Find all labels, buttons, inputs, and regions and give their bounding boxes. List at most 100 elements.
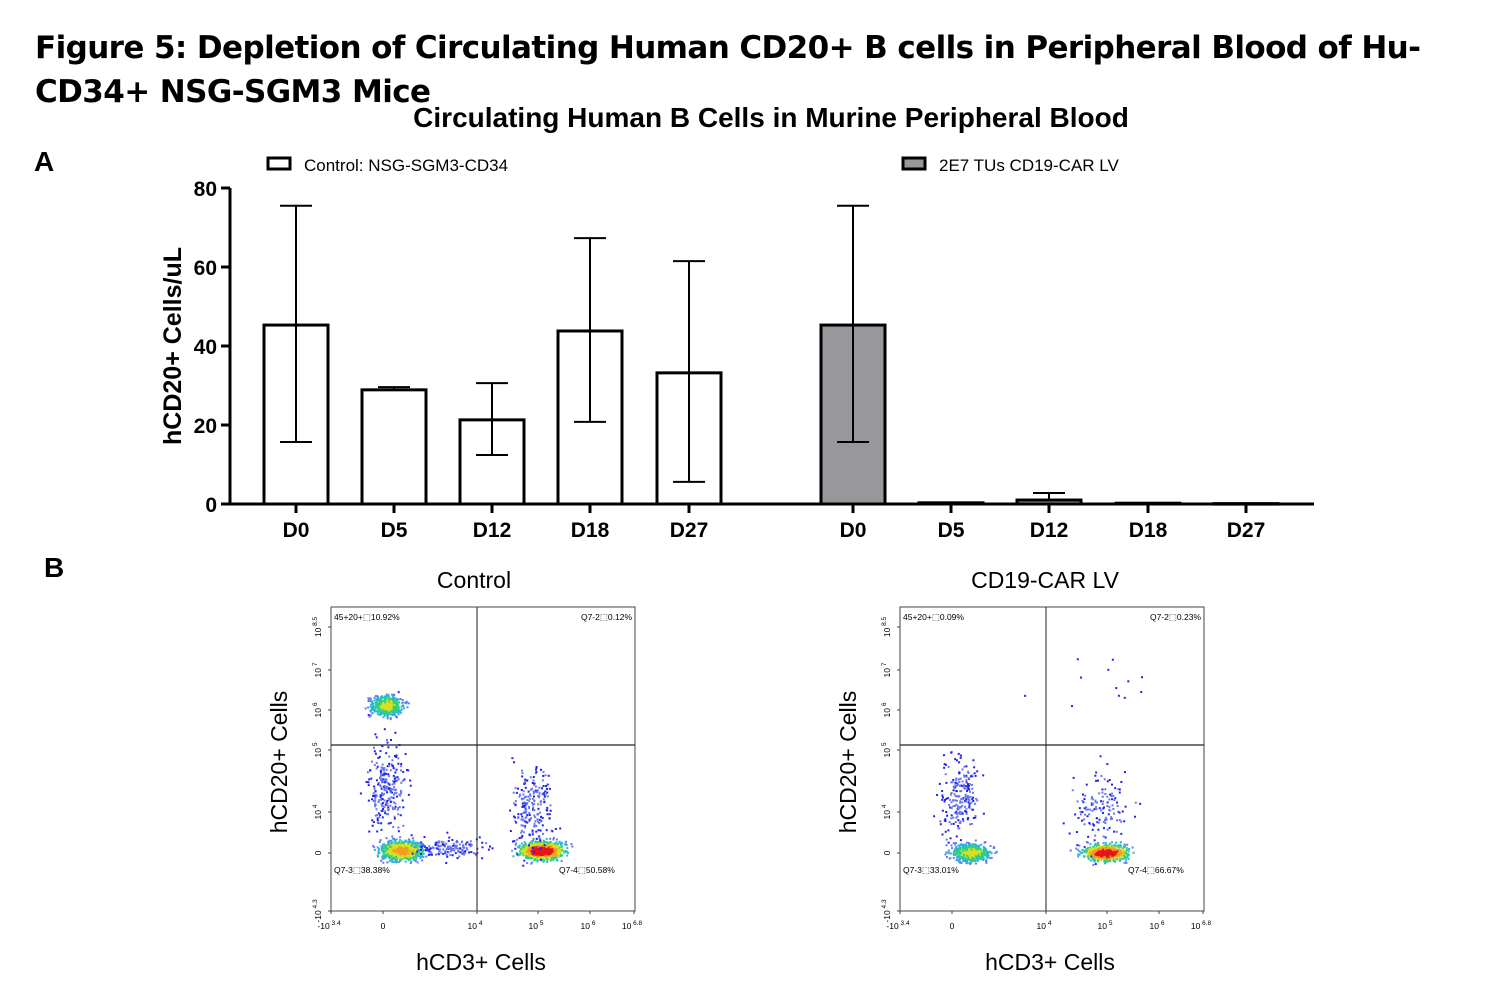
event-dot <box>380 772 383 775</box>
event-dot <box>394 779 397 782</box>
event-dot <box>393 837 396 840</box>
event-dot <box>400 843 403 846</box>
event-dot <box>559 827 562 830</box>
event-dot <box>967 843 970 846</box>
event-dot <box>524 856 527 859</box>
event-dot <box>956 805 959 808</box>
event-dot <box>524 845 527 848</box>
event-dot <box>980 843 983 846</box>
event-dot <box>407 855 410 858</box>
event-dot <box>538 853 541 856</box>
event-dot <box>944 773 947 776</box>
event-dot <box>527 850 530 853</box>
event-dot <box>1118 848 1121 851</box>
event-dot <box>553 850 556 853</box>
event-dot <box>421 859 424 862</box>
event-dot <box>382 709 385 712</box>
event-dot <box>388 787 391 790</box>
event-dot <box>395 838 398 841</box>
event-dot <box>1103 850 1106 853</box>
event-dot <box>549 804 552 807</box>
event-dot <box>560 848 563 851</box>
event-dot <box>529 853 532 856</box>
event-dot <box>391 783 394 786</box>
event-dot <box>378 698 381 701</box>
event-dot <box>971 843 974 846</box>
event-dot <box>1106 859 1109 862</box>
event-dot <box>384 812 387 815</box>
event-dot <box>458 855 461 858</box>
event-dot <box>527 795 530 798</box>
event-dot <box>517 845 520 848</box>
event-dot <box>367 700 370 703</box>
event-dot <box>545 829 548 832</box>
event-dot <box>517 816 520 819</box>
event-dot <box>524 854 527 857</box>
event-dot <box>549 852 552 855</box>
event-dot <box>1074 813 1077 816</box>
event-dot <box>377 850 380 853</box>
event-dot <box>964 793 967 796</box>
event-dot <box>387 848 390 851</box>
event-dot <box>509 830 512 833</box>
event-dot <box>950 801 953 804</box>
event-dot <box>958 795 961 798</box>
event-dot <box>1096 849 1099 852</box>
event-dot <box>393 839 396 842</box>
event-dot <box>546 853 549 856</box>
event-dot <box>975 855 978 858</box>
event-dot <box>956 784 959 787</box>
event-dot <box>1105 849 1108 852</box>
event-dot <box>380 701 383 704</box>
event-dot <box>523 804 526 807</box>
event-dot <box>456 839 459 842</box>
x-tick-label: D12 <box>473 519 512 542</box>
event-dot <box>965 790 968 793</box>
event-dot <box>429 853 432 856</box>
event-dot <box>380 792 383 795</box>
event-dot <box>978 851 981 854</box>
event-dot <box>557 853 560 856</box>
event-dot <box>381 779 384 782</box>
event-dot <box>1105 843 1108 846</box>
event-dot <box>1089 846 1092 849</box>
event-dot <box>528 807 531 810</box>
event-dot <box>513 761 516 764</box>
event-dot <box>392 774 395 777</box>
event-dot <box>550 854 553 857</box>
event-dot <box>381 843 384 846</box>
event-dot <box>944 818 947 821</box>
event-dot <box>1120 820 1123 823</box>
event-dot <box>379 750 382 753</box>
event-dot <box>393 858 396 861</box>
event-dot <box>541 816 544 819</box>
event-dot <box>389 710 392 713</box>
event-dot <box>402 845 405 848</box>
event-dot <box>540 819 543 822</box>
y-axis-label: hCD20+ Cells/uL <box>159 247 187 445</box>
event-dot <box>557 849 560 852</box>
event-dot <box>385 768 388 771</box>
event-dot <box>376 707 379 710</box>
event-dot <box>982 851 985 854</box>
event-dot <box>395 844 398 847</box>
bar <box>917 501 985 506</box>
event-dot <box>387 797 390 800</box>
event-dot <box>957 850 960 853</box>
y-tick-label: 0 <box>313 850 323 855</box>
event-dot <box>1112 859 1115 862</box>
event-dot <box>373 787 376 790</box>
event-dot <box>540 800 543 803</box>
event-dot <box>377 812 380 815</box>
event-dot <box>955 799 958 802</box>
y-tick-label: -10 4.3 <box>312 899 323 923</box>
event-dot <box>392 707 395 710</box>
event-dot <box>419 844 422 847</box>
event-dot <box>485 842 488 845</box>
event-dot <box>961 804 964 807</box>
event-dot <box>395 768 398 771</box>
event-dot <box>541 824 544 827</box>
event-dot <box>1110 844 1113 847</box>
event-dot <box>1124 859 1127 862</box>
event-dot <box>974 855 977 858</box>
